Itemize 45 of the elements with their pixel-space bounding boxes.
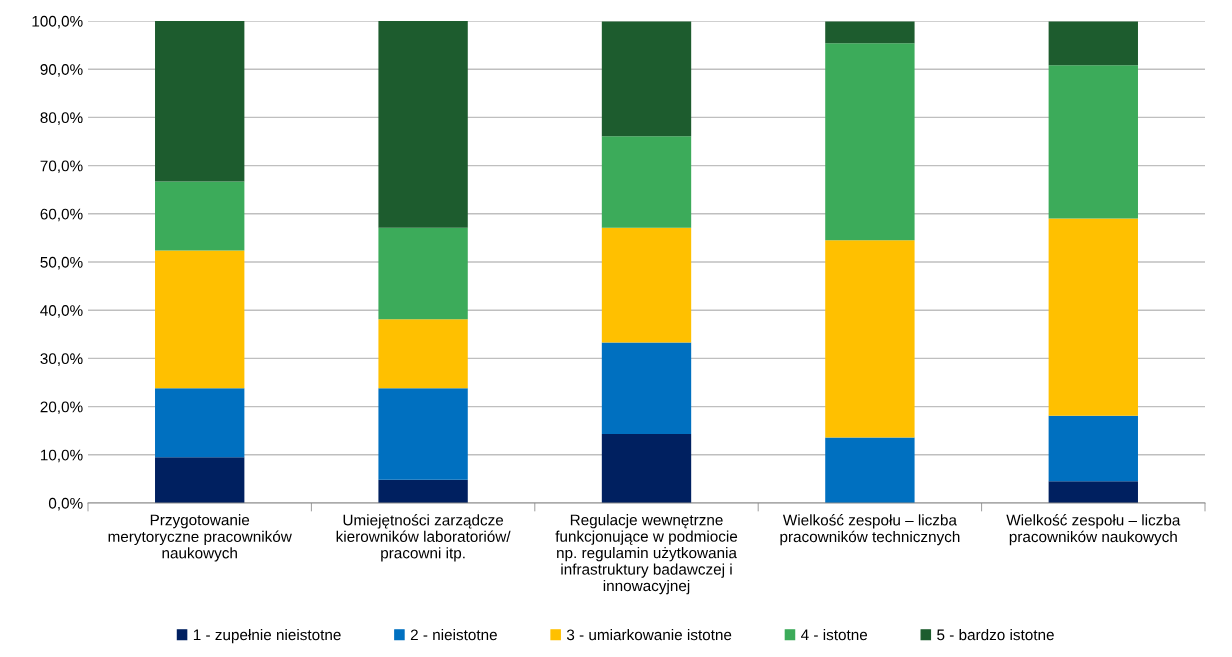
legend-label: 1 - zupełnie nieistotne [193,629,341,644]
y-tick-label: 50,0% [40,256,83,270]
x-tick-label: Umiejętności zarządcze kierowników laboratoriów/ pracowni itp. [336,514,511,562]
bar [155,250,245,389]
bar [1048,65,1138,219]
x-tick-label: Przygotowanie merytoryczne pracowników naukowych [108,514,292,562]
bar [1048,21,1138,66]
bar [155,181,245,251]
bar [1048,218,1138,416]
bar [155,21,245,182]
bar [1048,415,1138,482]
legend-label: 5 - bardzo istotne [937,629,1054,641]
bar [378,227,468,320]
bar [378,319,468,389]
y-tick-label: 10,0% [40,449,83,463]
bar [378,21,468,228]
legend-label: 3 - umiarkowanie istotne [566,629,732,641]
bar [825,43,915,241]
legend-label: 4 - istotne [801,629,868,641]
y-tick-label: 60,0% [40,208,83,222]
y-tick-label: 100,0% [32,15,83,29]
y-tick-label: 90,0% [40,64,83,77]
bar [378,388,468,480]
bar [601,342,692,435]
bar [825,437,915,503]
bar [825,240,915,438]
y-tick-label: 0,0% [48,497,83,511]
bar [601,227,692,343]
bar [1048,481,1138,503]
bar [378,479,468,503]
x-tick-label: Wielkość zespołu – liczba pracowników technicznych [780,514,960,546]
y-tick-label: 70,0% [40,160,83,174]
y-tick-label: 30,0% [40,353,83,366]
bar [825,21,915,44]
y-tick-label: 40,0% [40,305,83,318]
y-tick-label: 20,0% [40,401,83,415]
y-tick-label: 80,0% [40,112,83,125]
legend-label: 2 - nieistotne [410,629,497,641]
x-tick-label: Wielkość zespołu – liczba pracowników naukowych [1006,514,1181,546]
bar [601,21,692,137]
bar [155,388,245,458]
x-tick-label: Regulacje wewnętrzne funkcjonujące w podmiocie np. regulamin użytkowania infrastruktury badawczej i innowacyjnej [555,514,738,595]
bar [601,136,692,228]
bar [601,434,692,503]
bar [155,457,245,503]
